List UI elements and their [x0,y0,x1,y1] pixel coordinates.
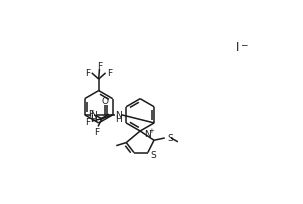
Text: O: O [102,97,109,106]
Text: H: H [115,115,122,124]
Text: N: N [115,110,122,119]
Text: S: S [167,133,173,142]
Text: F: F [97,61,102,70]
Text: F: F [107,68,112,77]
Text: F: F [85,117,90,126]
Text: H: H [91,115,97,124]
Text: I: I [236,41,239,54]
Text: N: N [144,129,151,138]
Text: F: F [94,127,99,136]
Text: −: − [240,40,247,49]
Text: +: + [148,128,154,134]
Text: F: F [85,68,91,77]
Text: F: F [88,109,93,118]
Text: N: N [91,110,97,119]
Text: S: S [150,150,156,159]
